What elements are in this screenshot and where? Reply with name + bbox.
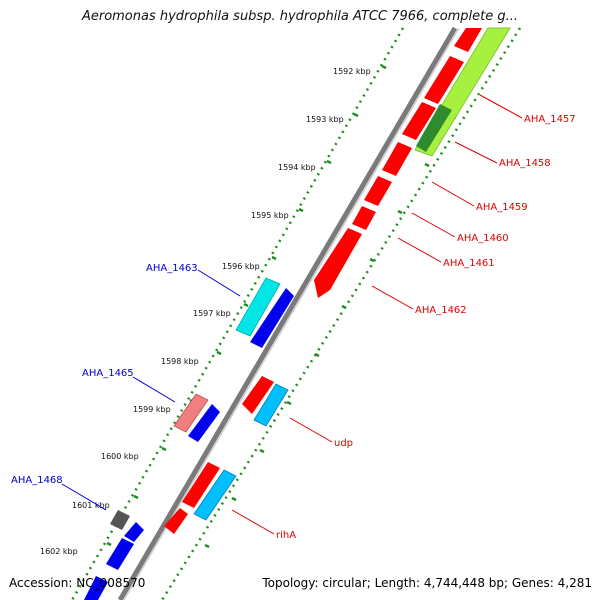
gene-label[interactable]: AHA_1460: [457, 233, 509, 244]
gene-udp[interactable]: [253, 383, 289, 427]
tick-label: 1597 kbp: [193, 309, 231, 318]
tick-labels: 1592 kbp 1593 kbp 1594 kbp 1595 kbp 1596…: [40, 67, 371, 556]
tick-ring-inner: [160, 27, 522, 600]
gene-reverse-lower[interactable]: [106, 538, 134, 570]
gene-label[interactable]: AHA_1462: [415, 305, 467, 316]
gene-AHA_1459[interactable]: [382, 142, 412, 176]
gene-AHA_1462[interactable]: [314, 228, 362, 298]
gene-label[interactable]: AHA_1459: [476, 202, 528, 213]
tick-label: 1598 kbp: [161, 357, 199, 366]
gene-AHA_1463[interactable]: [235, 277, 281, 337]
forward-genes-top: [314, 28, 482, 298]
accession-text: Accession: NC_008570: [9, 576, 146, 590]
gene-label[interactable]: AHA_1465: [82, 368, 134, 379]
tick-label: 1602 kbp: [40, 547, 78, 556]
gene-AHA_1458[interactable]: [402, 102, 436, 140]
gene-label[interactable]: AHA_1463: [146, 263, 198, 274]
genome-backbone: [117, 26, 458, 600]
tick-label: 1594 kbp: [278, 163, 316, 172]
gene-label[interactable]: rihA: [276, 530, 296, 541]
gene-rihA[interactable]: [193, 469, 237, 521]
right-labels: AHA_1457 AHA_1458 AHA_1459 AHA_1460 AHA_…: [276, 114, 576, 541]
gene-AHA_1460[interactable]: [364, 176, 392, 206]
dark-green-gene[interactable]: [416, 104, 452, 152]
tick-ring-outer: [70, 27, 405, 600]
gene-AHA_1468-blue[interactable]: [124, 522, 144, 542]
gene-label[interactable]: AHA_1461: [443, 258, 495, 269]
tick-label: 1596 kbp: [222, 262, 260, 271]
gene-label[interactable]: AHA_1468: [11, 475, 63, 486]
left-labels: AHA_1463 AHA_1465 AHA_1468: [11, 263, 198, 486]
map-title: Aeromonas hydrophila subsp. hydrophila A…: [81, 9, 519, 24]
gene-AHA_1457b[interactable]: [424, 56, 464, 104]
tick-label: 1600 kbp: [101, 452, 139, 461]
gene-near-rihA[interactable]: [164, 508, 188, 534]
tick-label: 1595 kbp: [251, 211, 289, 220]
left-leaders: [61, 269, 241, 511]
tick-label: 1593 kbp: [306, 115, 344, 124]
gene-rihA-upstream[interactable]: [182, 462, 220, 508]
gene-udp-upstream[interactable]: [242, 376, 274, 414]
tick-label: 1601 kbp: [72, 501, 110, 510]
topology-text: Topology: circular; Length: 4,744,448 bp…: [262, 576, 592, 590]
gene-AHA_1463-blue[interactable]: [250, 288, 294, 348]
gene-label[interactable]: AHA_1458: [499, 158, 551, 169]
gene-AHA_1461[interactable]: [352, 206, 376, 230]
gene-label[interactable]: udp: [334, 438, 353, 449]
gene-AHA_1468[interactable]: [110, 510, 130, 530]
tick-marks-outer: [106, 64, 387, 547]
right-leaders: [231, 94, 523, 535]
tick-label: 1599 kbp: [133, 405, 171, 414]
gene-AHA_1465-blue[interactable]: [188, 404, 220, 442]
tick-label: 1592 kbp: [333, 67, 371, 76]
gene-AHA_1457[interactable]: [454, 28, 482, 52]
gene-reverse-bottom[interactable]: [84, 576, 108, 600]
genome-backbone-highlight: [123, 27, 460, 600]
gene-label[interactable]: AHA_1457: [524, 114, 576, 125]
gene-AHA_1465[interactable]: [173, 393, 209, 433]
